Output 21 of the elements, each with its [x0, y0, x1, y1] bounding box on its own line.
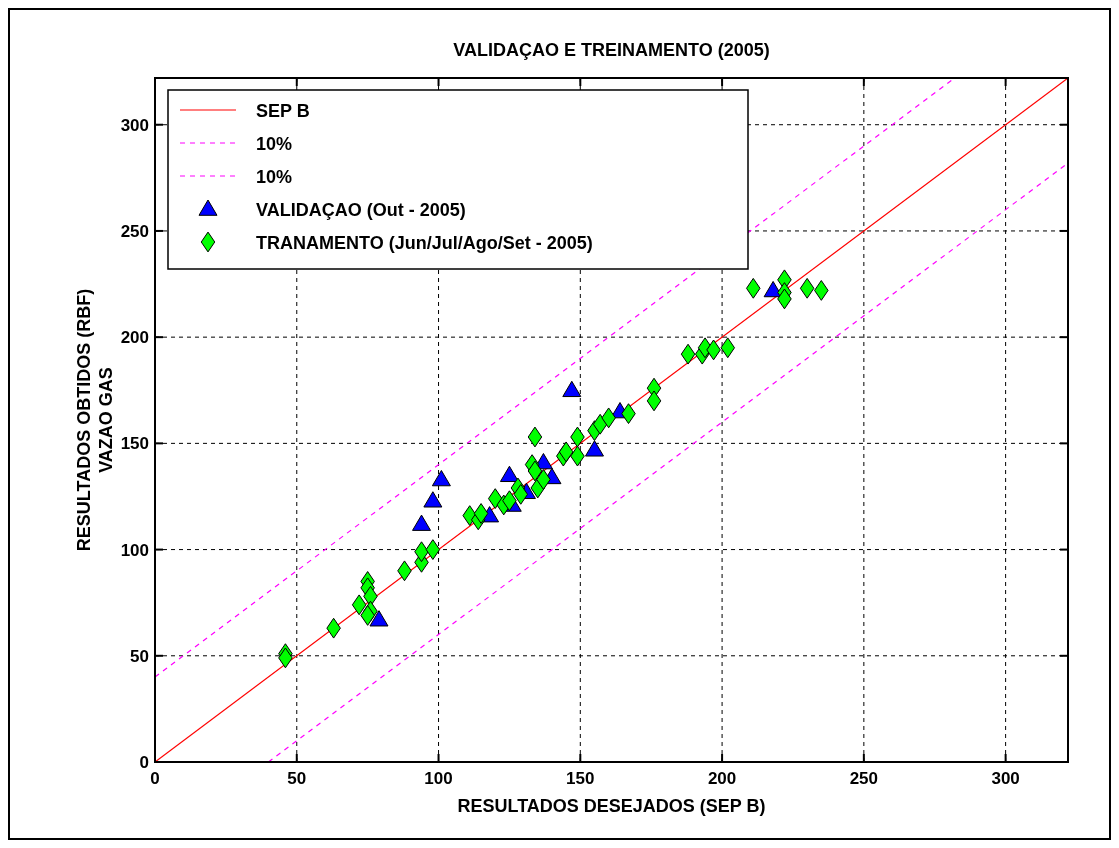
- x-tick-label: 300: [991, 769, 1020, 788]
- x-tick-label: 100: [424, 769, 453, 788]
- y-tick-label: 200: [120, 328, 149, 348]
- legend-label: TRANAMENTO (Jun/Jul/Ago/Set - 2005): [256, 233, 593, 253]
- y-tick-label: 50: [130, 646, 149, 666]
- y-axis-title: RESULTADOS OBTIDOS (RBF) VAZAO GAS: [74, 288, 116, 552]
- y-tick-label: 0: [139, 753, 149, 772]
- x-axis-title: RESULTADOS DESEJADOS (SEP B): [457, 796, 766, 816]
- legend-label: 10%: [256, 134, 293, 154]
- legend-label: VALIDAÇAO (Out - 2005): [256, 200, 466, 220]
- legend-label: 10%: [256, 167, 293, 187]
- legend-label: SEP B: [256, 101, 310, 121]
- y-tick-label: 300: [120, 115, 149, 135]
- x-tick-label: 50: [287, 769, 307, 788]
- x-tick-label: 250: [849, 769, 879, 788]
- chart-title: VALIDAÇAO E TREINAMENTO (2005): [453, 40, 770, 60]
- y-tick-label: 250: [120, 221, 149, 241]
- y-tick-label: 100: [120, 540, 149, 560]
- x-tick-label: 150: [566, 769, 595, 788]
- x-tick-label: 200: [707, 769, 737, 788]
- y-tick-label: 150: [120, 434, 149, 454]
